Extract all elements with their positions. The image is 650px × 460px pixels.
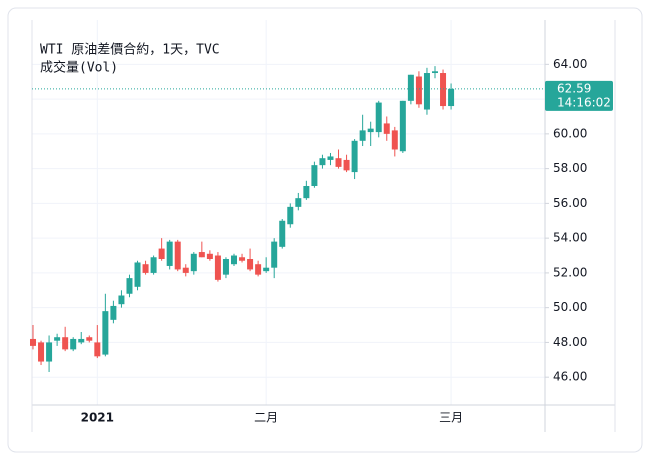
candle-body [327, 156, 334, 160]
candle-body [94, 342, 101, 357]
candle-body [214, 255, 221, 280]
y-tick-label: 48.00 [553, 335, 587, 349]
candle-body [303, 186, 310, 199]
candle-body [102, 311, 109, 355]
y-tick-label: 54.00 [553, 231, 587, 245]
last-price-label: 62.59 [557, 81, 591, 95]
candle-body [375, 102, 382, 133]
candle-body [70, 338, 77, 350]
chart-title: WTI 原油差價合約，1天，TVC [40, 43, 220, 58]
x-tick-label: 三月 [439, 411, 463, 425]
candle-body [383, 123, 390, 134]
x-tick-label: 二月 [254, 411, 278, 425]
candle-body [407, 74, 414, 101]
candle-body [359, 130, 366, 141]
candle-body [263, 267, 270, 272]
candle-body [319, 158, 326, 166]
candle-body [222, 259, 229, 275]
candle-body [150, 257, 157, 273]
candle-body [440, 73, 447, 107]
candle-body [311, 165, 318, 186]
candle-body [126, 278, 133, 294]
candle-body [38, 342, 45, 362]
last-price-box [545, 80, 613, 111]
y-tick-label: 58.00 [553, 161, 587, 175]
x-tick-label: 2021 [81, 411, 114, 425]
frame [7, 7, 643, 453]
candle-body [110, 305, 117, 320]
candle-body [62, 337, 69, 350]
candle-body [391, 130, 398, 150]
candle-body [271, 241, 278, 268]
last-time-label: 14:16:02 [557, 95, 611, 109]
candle-body [432, 71, 438, 74]
candle-body [142, 264, 149, 273]
candle-body [423, 73, 430, 110]
candle-body [118, 295, 125, 305]
y-tick-label: 50.00 [553, 300, 587, 314]
candle-body [239, 257, 246, 261]
candle-body [182, 267, 189, 273]
candle-body [335, 158, 342, 167]
candle-body [367, 128, 374, 133]
candle-body [206, 253, 213, 259]
y-tick-label: 52.00 [553, 265, 587, 279]
candle-body [415, 76, 422, 105]
candle-body [279, 220, 286, 247]
chart-subtitle: 成交量(Vol) [40, 60, 118, 76]
candle-body [231, 255, 237, 265]
candle-body [86, 337, 93, 341]
candle-body [198, 252, 205, 258]
candle-body [174, 241, 181, 270]
candle-body [351, 140, 358, 173]
candle-body [190, 253, 197, 272]
candle-body [166, 241, 173, 266]
candle-body [54, 337, 61, 341]
y-tick-label: 46.00 [553, 370, 587, 384]
candle-body [134, 262, 141, 287]
candle-body [255, 264, 262, 275]
candle-body [30, 338, 36, 346]
candle-body [295, 198, 302, 207]
candle-body [46, 342, 53, 362]
candle-body [247, 259, 254, 270]
candle-body [78, 338, 85, 343]
y-tick-label: 64.00 [553, 57, 587, 71]
candle-body [448, 88, 455, 107]
y-tick-label: 56.00 [553, 196, 587, 210]
candle-body [343, 159, 350, 171]
candle-body [158, 248, 165, 259]
y-tick-label: 60.00 [553, 126, 587, 140]
candle-body [399, 100, 406, 152]
candle-body [287, 206, 294, 225]
